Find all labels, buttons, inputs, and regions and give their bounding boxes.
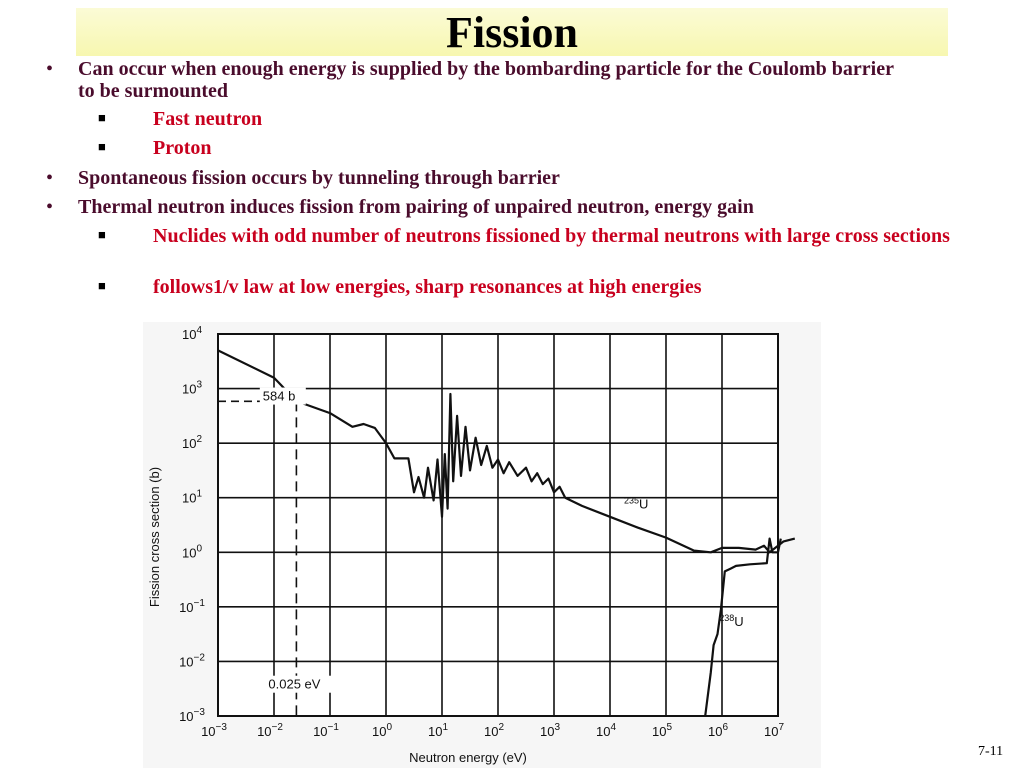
y-tick-exponent: 2: [196, 434, 202, 445]
y-tick-label: 10−2: [179, 652, 205, 669]
bullet-text: Can occur when enough energy is supplied…: [78, 58, 894, 102]
y-tick-base: 10: [179, 709, 193, 724]
y-tick-exponent: 4: [196, 325, 202, 336]
series-line-235: [217, 349, 796, 554]
x-tick-exponent: −3: [216, 722, 228, 733]
y-tick-exponent: 0: [196, 543, 202, 554]
x-tick-label: 10−1: [313, 722, 339, 739]
series-line-238: [704, 537, 782, 717]
x-tick-label: 104: [596, 722, 616, 739]
sub-bullet-text: Nuclides with odd number of neutrons fis…: [153, 225, 950, 247]
chart-svg: 10−3 10−2 10−1 100 101 102 103 104 105 106 10710−3…: [147, 325, 796, 765]
x-tick-exponent: −1: [328, 722, 340, 733]
x-tick-base: 10: [428, 724, 442, 739]
x-tick-label: 103: [540, 722, 560, 739]
x-tick-exponent: 5: [666, 722, 672, 733]
annotation-584b: 584 b: [263, 389, 296, 404]
sub-bullet-fast-neutron: ■ Fast neutron: [98, 108, 898, 132]
x-tick-base: 10: [596, 724, 610, 739]
x-tick-exponent: 0: [386, 722, 392, 733]
series-label-mass: 238: [719, 613, 734, 623]
y-tick-exponent: 1: [196, 489, 202, 500]
bullet-spontaneous-fission: • Spontaneous fission occurs by tunnelin…: [46, 167, 946, 191]
x-tick-base: 10: [372, 724, 386, 739]
sub-bullet-1-over-v: ■ follows1/v law at low energies, sharp …: [98, 276, 978, 300]
y-tick-label: 104: [182, 325, 202, 342]
x-tick-exponent: 1: [442, 722, 448, 733]
x-tick-exponent: 7: [778, 722, 784, 733]
x-tick-base: 10: [484, 724, 498, 739]
x-tick-exponent: 6: [722, 722, 728, 733]
y-axis-label: Fission cross section (b): [147, 467, 162, 607]
bullet-thermal-neutron: • Thermal neutron induces fission from p…: [46, 196, 946, 220]
sub-bullet-marker: ■: [98, 278, 106, 293]
bullet-text: Thermal neutron induces fission from pai…: [78, 196, 754, 218]
x-tick-exponent: 4: [610, 722, 616, 733]
y-tick-base: 10: [179, 600, 193, 615]
x-tick-label: 10−3: [201, 722, 227, 739]
sub-bullet-odd-neutrons: ■ Nuclides with odd number of neutrons f…: [98, 225, 978, 271]
y-tick-exponent: −3: [194, 707, 206, 718]
x-tick-label: 101: [428, 722, 448, 739]
bullet-dot: •: [46, 196, 54, 218]
bullet-dot: •: [46, 58, 54, 80]
x-tick-exponent: 2: [498, 722, 504, 733]
y-tick-exponent: 3: [196, 380, 202, 391]
series-label-symbol: U: [639, 497, 648, 512]
series-label-235: 235U: [624, 496, 648, 512]
title-highlight: [76, 8, 948, 56]
x-tick-label: 105: [652, 722, 672, 739]
bullet-coulomb-barrier: • Can occur when enough energy is suppli…: [46, 58, 946, 104]
x-tick-base: 10: [540, 724, 554, 739]
y-tick-base: 10: [179, 654, 193, 669]
sub-bullet-proton: ■ Proton: [98, 137, 898, 161]
y-tick-label: 102: [182, 434, 202, 451]
series-label-mass: 235: [624, 496, 639, 506]
annotation-thermal-energy: 0.025 eV: [268, 677, 320, 692]
x-tick-base: 10: [313, 724, 327, 739]
fission-cross-section-chart: 10−3 10−2 10−1 100 101 102 103 104 105 106 107 10−3…: [143, 322, 821, 768]
x-tick-exponent: −2: [272, 722, 284, 733]
annotation-bg: [259, 387, 306, 405]
x-tick-base: 10: [652, 724, 666, 739]
sub-bullet-marker: ■: [98, 227, 106, 242]
sub-bullet-text: Proton: [153, 137, 212, 159]
series-label-238: 238U: [719, 613, 743, 629]
y-tick-label: 100: [182, 543, 202, 560]
y-tick-base: 10: [182, 491, 196, 506]
x-tick-base: 10: [764, 724, 778, 739]
y-tick-exponent: −2: [194, 652, 206, 663]
x-tick-label: 100: [372, 722, 392, 739]
y-tick-base: 10: [182, 327, 196, 342]
y-tick-base: 10: [182, 382, 196, 397]
x-tick-label: 10−2: [257, 722, 283, 739]
x-tick-base: 10: [708, 724, 722, 739]
y-tick-label: 10−3: [179, 707, 205, 724]
x-axis-label: Neutron energy (eV): [409, 750, 527, 765]
bullet-text: Spontaneous fission occurs by tunneling …: [78, 167, 560, 189]
x-tick-label: 107: [764, 722, 784, 739]
sub-bullet-marker: ■: [98, 110, 106, 125]
sub-bullet-text: follows1/v law at low energies, sharp re…: [153, 276, 702, 298]
y-tick-base: 10: [182, 436, 196, 451]
x-tick-exponent: 3: [554, 722, 560, 733]
x-tick-base: 10: [201, 724, 215, 739]
annotation-bg: [265, 675, 335, 693]
x-tick-label: 106: [708, 722, 728, 739]
sub-bullet-text: Fast neutron: [153, 108, 263, 130]
plot-frame: [217, 333, 779, 717]
bullet-dot: •: [46, 167, 54, 189]
x-tick-label: 102: [484, 722, 504, 739]
y-tick-label: 10−1: [179, 598, 205, 615]
sub-bullet-marker: ■: [98, 139, 106, 154]
y-tick-label: 101: [182, 489, 202, 506]
series-label-symbol: U: [734, 614, 743, 629]
slide-title: Fission: [445, 8, 579, 57]
y-tick-exponent: −1: [194, 598, 206, 609]
page-number: 7-11: [978, 744, 1004, 759]
x-tick-base: 10: [257, 724, 271, 739]
y-tick-label: 103: [182, 380, 202, 397]
y-tick-base: 10: [182, 545, 196, 560]
